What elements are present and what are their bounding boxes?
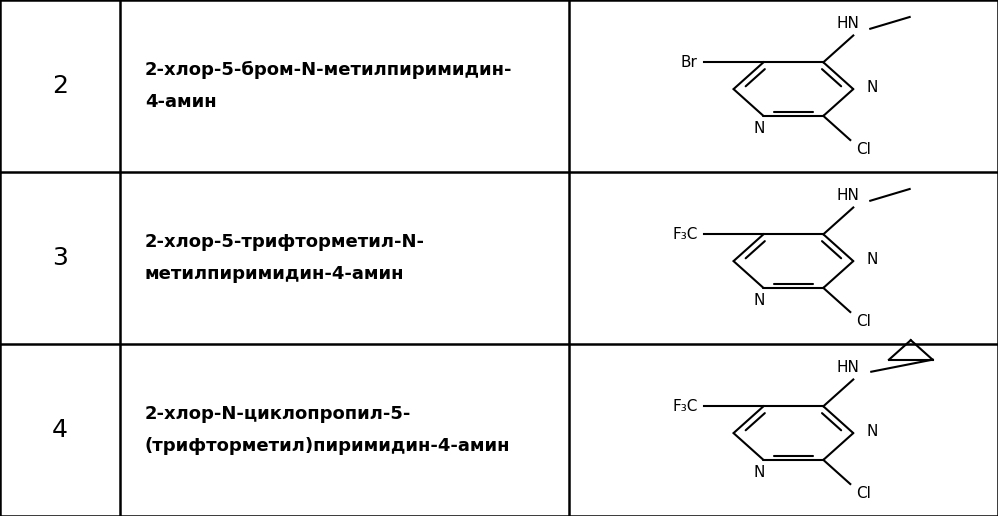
Text: N: N — [753, 121, 765, 136]
Text: N: N — [753, 293, 765, 308]
Text: 3: 3 — [52, 246, 68, 270]
Text: N: N — [866, 80, 877, 95]
Text: Cl: Cl — [856, 142, 871, 157]
Text: 4: 4 — [52, 418, 68, 442]
Text: N: N — [866, 424, 877, 439]
Text: HN: HN — [837, 188, 859, 203]
Text: 2-хлор-5-бром-N-метилпиримидин-
4-амин: 2-хлор-5-бром-N-метилпиримидин- 4-амин — [145, 61, 512, 111]
Text: Cl: Cl — [856, 486, 871, 501]
Text: Cl: Cl — [856, 314, 871, 329]
Text: HN: HN — [837, 360, 859, 375]
Text: 2-хлор-N-циклопропил-5-
(трифторметил)пиримидин-4-амин: 2-хлор-N-циклопропил-5- (трифторметил)пи… — [145, 405, 510, 455]
Text: F₃C: F₃C — [673, 399, 698, 414]
Text: 2: 2 — [52, 74, 68, 98]
Text: N: N — [866, 252, 877, 267]
Text: N: N — [753, 465, 765, 480]
Text: Br: Br — [681, 55, 698, 70]
Text: F₃C: F₃C — [673, 227, 698, 242]
Text: 2-хлор-5-трифторметил-N-
метилпиримидин-4-амин: 2-хлор-5-трифторметил-N- метилпиримидин-… — [145, 233, 425, 283]
Text: HN: HN — [837, 17, 859, 31]
